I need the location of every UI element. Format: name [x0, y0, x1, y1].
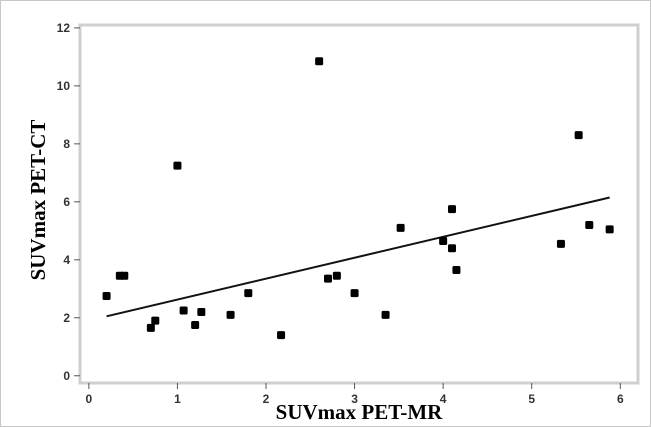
- y-tick-label: 6: [63, 195, 70, 209]
- data-points: [102, 57, 614, 340]
- data-point: [179, 306, 188, 315]
- data-point: [120, 271, 129, 280]
- data-point: [574, 131, 583, 140]
- data-point: [146, 323, 155, 332]
- data-point: [151, 316, 160, 325]
- data-point: [315, 57, 324, 66]
- data-point: [585, 221, 594, 230]
- plot-frame: [78, 23, 640, 385]
- x-tick-label: 4: [440, 392, 447, 406]
- regression-layer: [106, 196, 610, 318]
- data-point: [197, 307, 206, 316]
- data-point: [381, 310, 390, 319]
- data-point: [332, 271, 341, 280]
- y-tick-label: 4: [63, 253, 70, 267]
- y-axis-title: SUVmax PET-CT: [26, 120, 50, 281]
- x-tick-label: 5: [528, 392, 535, 406]
- data-point: [324, 274, 332, 283]
- data-point: [350, 289, 359, 298]
- y-tick-label: 2: [63, 311, 70, 325]
- data-point: [439, 236, 448, 245]
- data-point: [102, 292, 111, 301]
- y-tick-label: 10: [57, 79, 71, 93]
- regression-line: [106, 196, 610, 318]
- data-point: [556, 239, 565, 248]
- data-point: [277, 331, 286, 340]
- data-point: [448, 244, 456, 253]
- y-tick-label: 0: [63, 369, 70, 383]
- data-point: [452, 265, 461, 274]
- x-axis-title: SUVmax PET-MR: [276, 400, 443, 424]
- data-point: [191, 321, 200, 330]
- data-point: [244, 289, 253, 298]
- data-point: [605, 225, 614, 234]
- y-tick-label: 8: [63, 137, 70, 151]
- y-tick-label: 12: [57, 21, 71, 35]
- x-tick-label: 6: [617, 392, 624, 406]
- y-axis-ticks: 0 2 4 6 8 10 12: [57, 21, 80, 383]
- x-tick-label: 2: [263, 392, 270, 406]
- x-axis-ticks: 0 1 2 3 4 5 6: [86, 383, 624, 406]
- data-point: [226, 310, 235, 319]
- x-tick-label: 0: [86, 392, 93, 406]
- x-tick-label: 1: [174, 392, 181, 406]
- data-point: [448, 205, 456, 214]
- data-point: [396, 223, 405, 232]
- x-tick-label: 3: [351, 392, 358, 406]
- data-point: [173, 161, 182, 170]
